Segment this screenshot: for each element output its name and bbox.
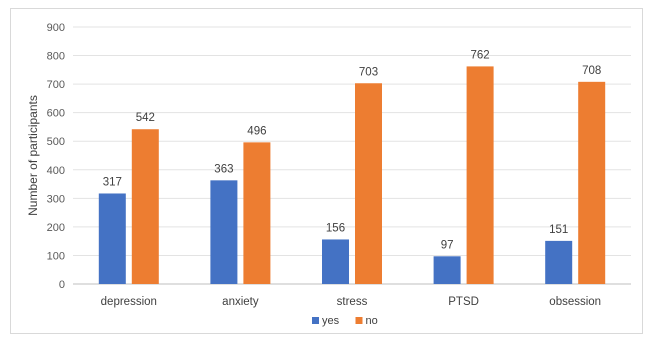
x-category-label: PTSD xyxy=(448,296,479,308)
bar-yes-anxiety xyxy=(210,180,238,284)
bar-yes-ptsd xyxy=(433,256,461,284)
y-tick-label: 400 xyxy=(47,165,65,177)
x-axis-categories: depression anxiety stress PTSD obsession xyxy=(101,296,601,308)
data-label: 97 xyxy=(441,239,454,251)
x-category-label: anxiety xyxy=(222,296,259,308)
y-axis-ticks: 0 100 200 300 400 500 600 700 800 900 xyxy=(47,22,65,291)
y-tick-label: 500 xyxy=(47,136,65,148)
legend-swatch-no xyxy=(355,317,363,324)
data-label: 496 xyxy=(247,125,266,137)
y-tick-label: 0 xyxy=(59,279,65,291)
bar-yes-stress xyxy=(322,239,349,284)
data-label: 363 xyxy=(214,163,233,175)
data-label: 317 xyxy=(103,176,122,188)
bars xyxy=(98,66,606,285)
bar-no-ptsd xyxy=(466,66,494,284)
bar-no-obsession xyxy=(578,81,606,285)
data-label: 762 xyxy=(471,49,490,61)
y-axis-title: Number of participants xyxy=(26,95,40,216)
data-label: 703 xyxy=(359,66,378,78)
chart-frame: 0 100 200 300 400 500 600 700 800 900 Number of p… xyxy=(10,8,643,334)
data-label: 151 xyxy=(549,224,568,236)
x-category-label: obsession xyxy=(549,296,601,308)
data-label: 708 xyxy=(582,65,601,77)
bar-no-anxiety xyxy=(243,142,271,284)
gridlines xyxy=(73,26,631,285)
y-tick-label: 900 xyxy=(47,22,65,34)
bar-yes-depression xyxy=(98,193,126,284)
legend-swatch-yes xyxy=(312,317,319,324)
y-tick-label: 200 xyxy=(47,222,65,234)
x-category-label: stress xyxy=(337,296,368,308)
bar-yes-obsession xyxy=(545,240,573,284)
data-label: 156 xyxy=(326,222,345,234)
bar-chart: 0 100 200 300 400 500 600 700 800 900 Number of p… xyxy=(26,22,631,327)
y-tick-label: 300 xyxy=(47,193,65,205)
legend-label: yes xyxy=(322,315,340,327)
legend: yes no xyxy=(312,315,378,327)
legend-label: no xyxy=(366,315,378,327)
y-tick-label: 700 xyxy=(47,79,65,91)
y-tick-label: 600 xyxy=(47,108,65,120)
y-tick-label: 800 xyxy=(47,51,65,63)
x-category-label: depression xyxy=(101,296,157,308)
data-labels: 317 542 363 496 156 703 97 762 151 708 xyxy=(103,49,602,251)
data-label: 542 xyxy=(136,112,155,124)
bar-no-stress xyxy=(355,83,382,284)
bar-no-depression xyxy=(131,129,159,284)
y-tick-label: 100 xyxy=(47,250,65,262)
